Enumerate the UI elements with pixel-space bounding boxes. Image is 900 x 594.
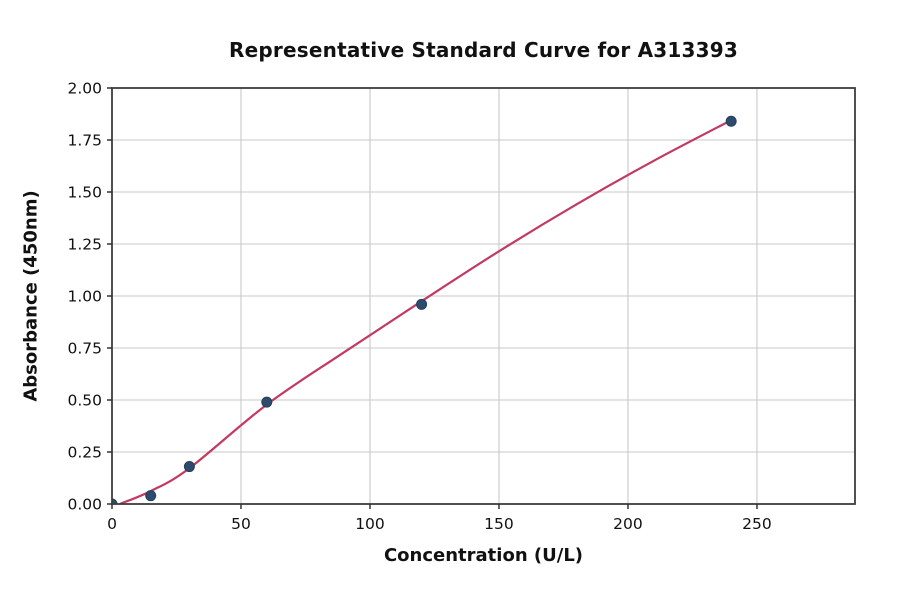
y-tick-label: 0.75 (67, 340, 102, 358)
grid-group (111, 87, 855, 505)
y-tick-label: 0.25 (67, 444, 102, 462)
data-point (416, 298, 428, 310)
data-point (145, 490, 157, 502)
data-marks-group (112, 115, 737, 504)
data-point (261, 396, 273, 408)
y-tick-label: 1.00 (67, 288, 102, 306)
x-tick-label: 100 (355, 515, 385, 533)
y-tick-label: 1.75 (67, 132, 102, 150)
data-point (725, 115, 737, 127)
y-tick-label: 0.50 (67, 392, 102, 410)
x-tick-label: 50 (231, 515, 251, 533)
y-tick-label: 1.25 (67, 236, 102, 254)
ticks-group: 0 50 100 150 200 250 0.00 0.25 0.50 0.75 1.00 1.25 1… (67, 80, 771, 534)
fit-curve-line (119, 119, 732, 504)
chart-title: Representative Standard Curve for A31339… (229, 38, 738, 62)
y-tick-label: 0.00 (67, 496, 102, 514)
x-tick-label: 150 (484, 515, 514, 533)
y-tick-label: 2.00 (67, 80, 102, 98)
x-tick-label: 200 (613, 515, 643, 533)
x-tick-label: 250 (742, 515, 772, 533)
x-tick-label: 0 (107, 515, 117, 533)
data-point (112, 498, 118, 504)
x-axis-label: Concentration (U/L) (383, 545, 584, 566)
y-axis-label: Absorbance (450nm) (20, 190, 42, 402)
y-tick-label: 1.50 (67, 184, 102, 202)
data-point (183, 461, 195, 473)
